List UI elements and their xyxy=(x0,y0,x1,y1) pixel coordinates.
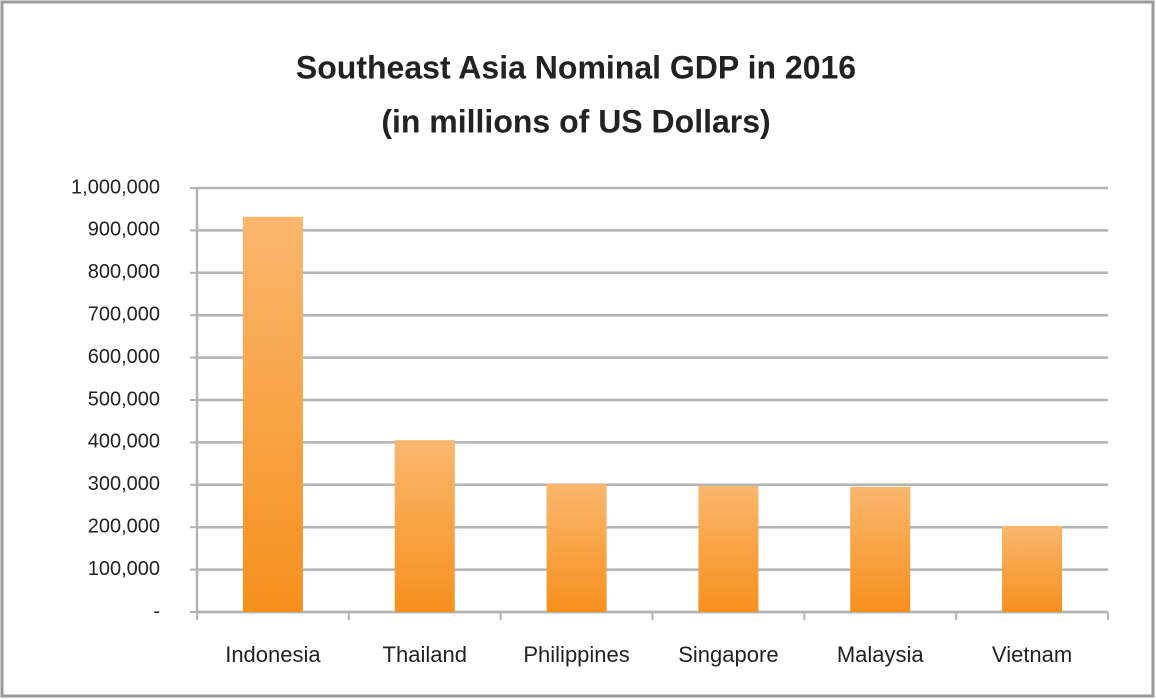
y-tick-label: 100,000 xyxy=(88,558,160,580)
y-tick-label: 400,000 xyxy=(88,431,160,453)
bar-shine xyxy=(546,483,607,612)
y-tick-label: 700,000 xyxy=(88,303,160,325)
y-tick-label: 800,000 xyxy=(88,261,160,283)
x-tick-label: Vietnam xyxy=(992,642,1072,667)
y-tick-label: 600,000 xyxy=(88,346,160,368)
y-tick-label: - xyxy=(153,600,160,622)
x-tick-label: Philippines xyxy=(523,642,629,667)
bar-shine xyxy=(698,486,759,612)
x-tick-label: Malaysia xyxy=(837,642,925,667)
y-tick-label: 900,000 xyxy=(88,219,160,241)
y-tick-label: 500,000 xyxy=(88,388,160,410)
bar-shine xyxy=(850,486,911,612)
chart-subtitle: (in millions of US Dollars) xyxy=(381,103,770,139)
chart-title: Southeast Asia Nominal GDP in 2016 xyxy=(296,49,856,85)
x-tick-label: Indonesia xyxy=(225,642,321,667)
bar-shine xyxy=(394,440,455,612)
y-tick-label: 300,000 xyxy=(88,473,160,495)
y-tick-label: 1,000,000 xyxy=(71,176,160,198)
y-tick-label: 200,000 xyxy=(88,515,160,537)
x-tick-label: Singapore xyxy=(678,642,778,667)
bar-shine xyxy=(242,216,303,612)
bar-shine xyxy=(1002,525,1063,612)
x-tick-label: Thailand xyxy=(383,642,467,667)
